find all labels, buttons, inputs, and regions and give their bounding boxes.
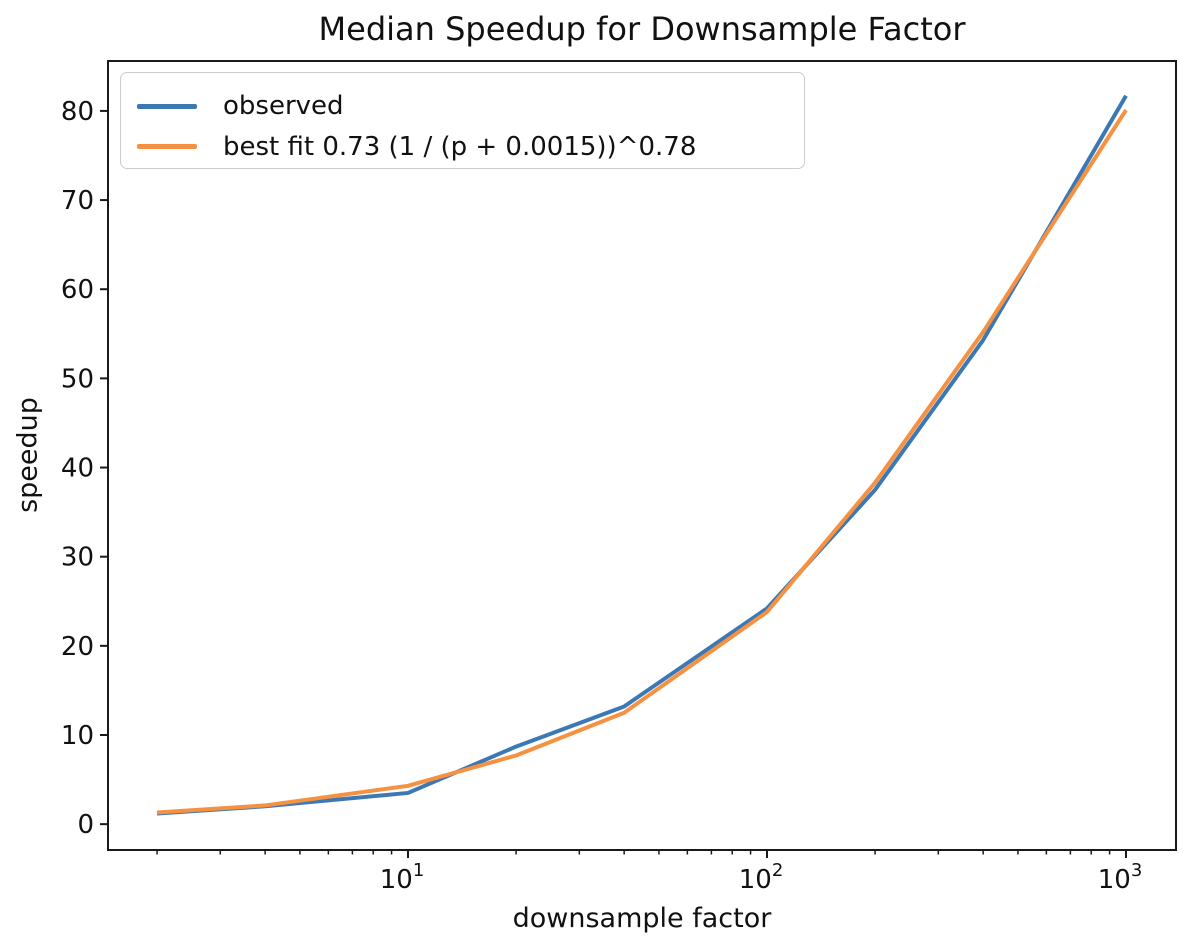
chart-title: Median Speedup for Downsample Factor bbox=[318, 10, 966, 48]
y-tick-label: 70 bbox=[61, 186, 94, 216]
y-tick-label: 0 bbox=[77, 810, 94, 840]
x-tick-label: 101 bbox=[380, 860, 425, 895]
legend-label-best-fit: best fit 0.73 (1 / (p + 0.0015))^0.78 bbox=[223, 131, 697, 162]
axes-frame bbox=[107, 60, 1177, 851]
y-tick-label: 40 bbox=[61, 454, 94, 484]
y-tick-label: 10 bbox=[61, 721, 94, 751]
legend: observed best fit 0.73 (1 / (p + 0.0015)… bbox=[120, 72, 805, 169]
legend-line-best-fit-icon bbox=[137, 144, 197, 150]
series-line-observed bbox=[156, 94, 1128, 816]
y-tick-label: 60 bbox=[61, 275, 94, 305]
x-tick-label: 103 bbox=[1098, 860, 1143, 895]
y-axis-label: speedup bbox=[12, 397, 44, 513]
legend-entry-best-fit: best fit 0.73 (1 / (p + 0.0015))^0.78 bbox=[137, 128, 786, 166]
x-axis-label: downsample factor bbox=[512, 903, 772, 934]
legend-entry-observed: observed bbox=[137, 87, 786, 125]
y-tick-label: 20 bbox=[61, 632, 94, 662]
legend-line-observed-icon bbox=[137, 103, 197, 109]
x-tick-label: 102 bbox=[739, 860, 784, 895]
legend-label-observed: observed bbox=[223, 91, 344, 122]
series-line-best-fit bbox=[156, 108, 1128, 815]
y-tick-label: 80 bbox=[61, 97, 94, 127]
y-tick-label: 50 bbox=[61, 364, 94, 394]
y-tick-label: 30 bbox=[61, 543, 94, 573]
